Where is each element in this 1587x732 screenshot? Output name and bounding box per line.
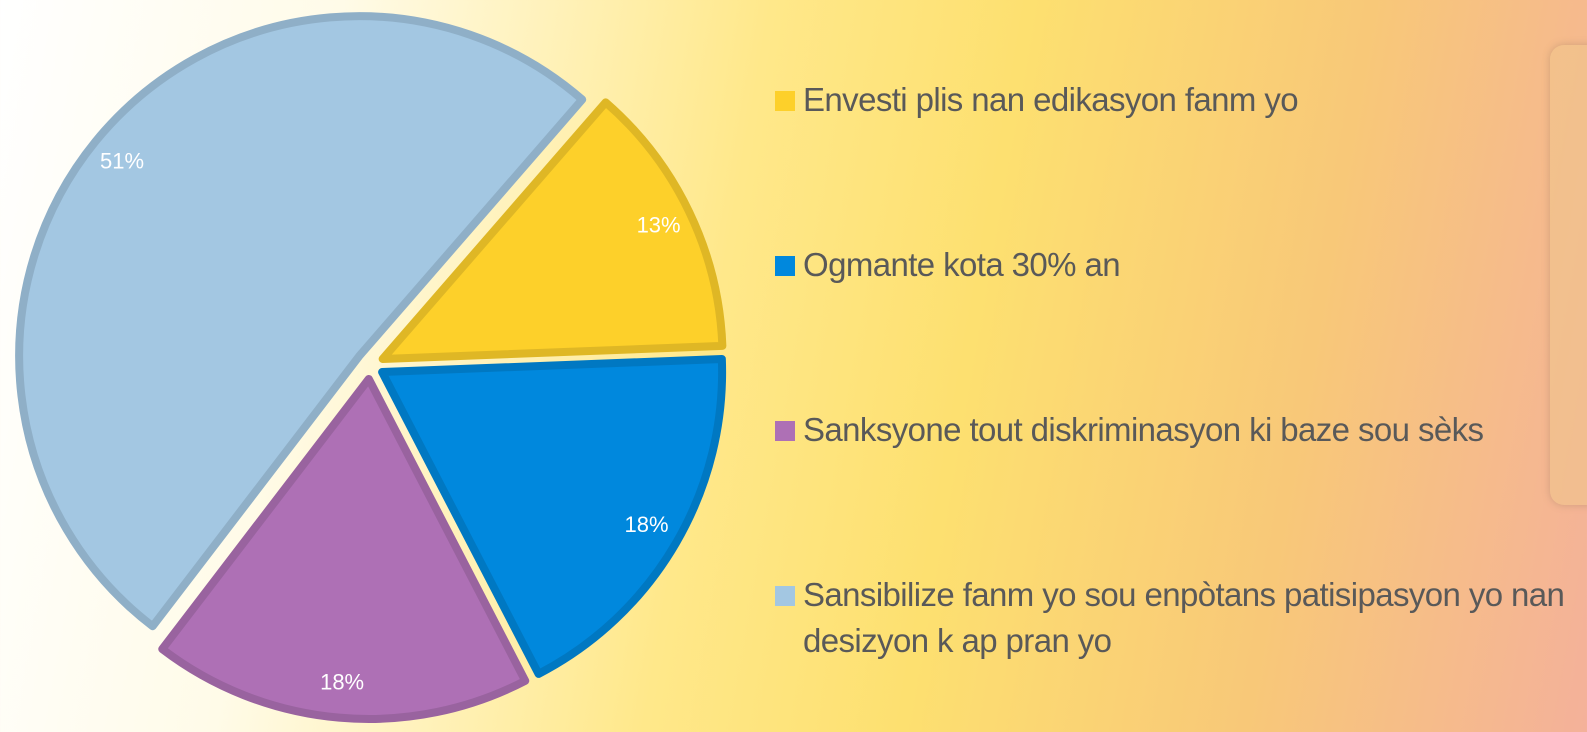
legend-swatch	[775, 256, 795, 276]
data-label: 18%	[625, 512, 669, 537]
data-label: 18%	[320, 670, 364, 695]
data-label: 51%	[100, 149, 144, 174]
side-panel	[1550, 45, 1587, 505]
legend-label: Sanksyone tout diskriminasyon ki baze so…	[803, 411, 1484, 448]
legend-item: Sansibilize fanm yo sou enpòtans patisip…	[775, 572, 1573, 664]
data-label: 13%	[637, 213, 681, 238]
legend-swatch	[775, 421, 795, 441]
legend-item: Ogmante kota 30% an	[775, 242, 1573, 288]
legend-label: Sansibilize fanm yo sou enpòtans patisip…	[803, 576, 1565, 659]
pie-slice	[15, 12, 587, 631]
pie-slice	[378, 98, 727, 363]
legend-item: Envesti plis nan edikasyon fanm yo	[775, 77, 1573, 123]
pie-slice	[158, 374, 530, 723]
legend-item: Sanksyone tout diskriminasyon ki baze so…	[775, 407, 1573, 453]
legend-label: Ogmante kota 30% an	[803, 246, 1121, 283]
legend-swatch	[775, 586, 795, 606]
chart: 13% 18% 18% 51%	[15, 12, 727, 723]
legend-label: Envesti plis nan edikasyon fanm yo	[803, 81, 1299, 118]
pie-slice	[378, 354, 727, 678]
legend-swatch	[775, 91, 795, 111]
